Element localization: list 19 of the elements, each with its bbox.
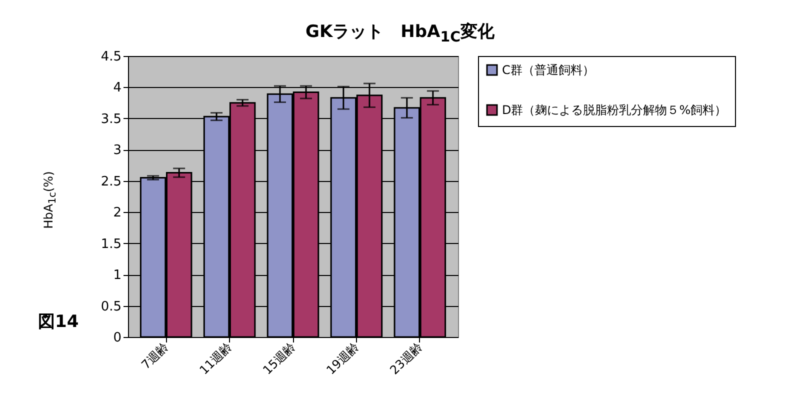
y-tick-label: 2 (113, 206, 122, 221)
chart-title: GKラット HbA$_{1C}$変化 (304, 21, 496, 46)
y-tick-label: 4.5 (100, 50, 122, 64)
x-tick-label: 11週齢 (196, 340, 234, 378)
y-tick-label: 4 (113, 80, 122, 96)
x-tick-label: 7週齢 (138, 340, 172, 372)
x-tick-label: 19週齢 (324, 340, 362, 378)
legend-label: C群（普通飼料） (502, 63, 594, 77)
legend-label: D群（麹による脱脂粉乳分解物５%飼料） (502, 103, 727, 117)
y-tick-label: 0 (113, 330, 122, 346)
y-tick-label: 1.5 (100, 236, 122, 252)
y-tick-label: 2.5 (100, 174, 122, 190)
x-tick-label: 15週齢 (260, 340, 298, 378)
y-tick-label: 3 (113, 143, 122, 158)
caption: 図14 (38, 311, 79, 333)
x-tick-label: 23週齢 (387, 340, 425, 378)
y-tick-label: 3.5 (100, 112, 122, 127)
y-tick-label: 0.5 (100, 299, 122, 314)
y-tick-label: 1 (113, 268, 122, 284)
